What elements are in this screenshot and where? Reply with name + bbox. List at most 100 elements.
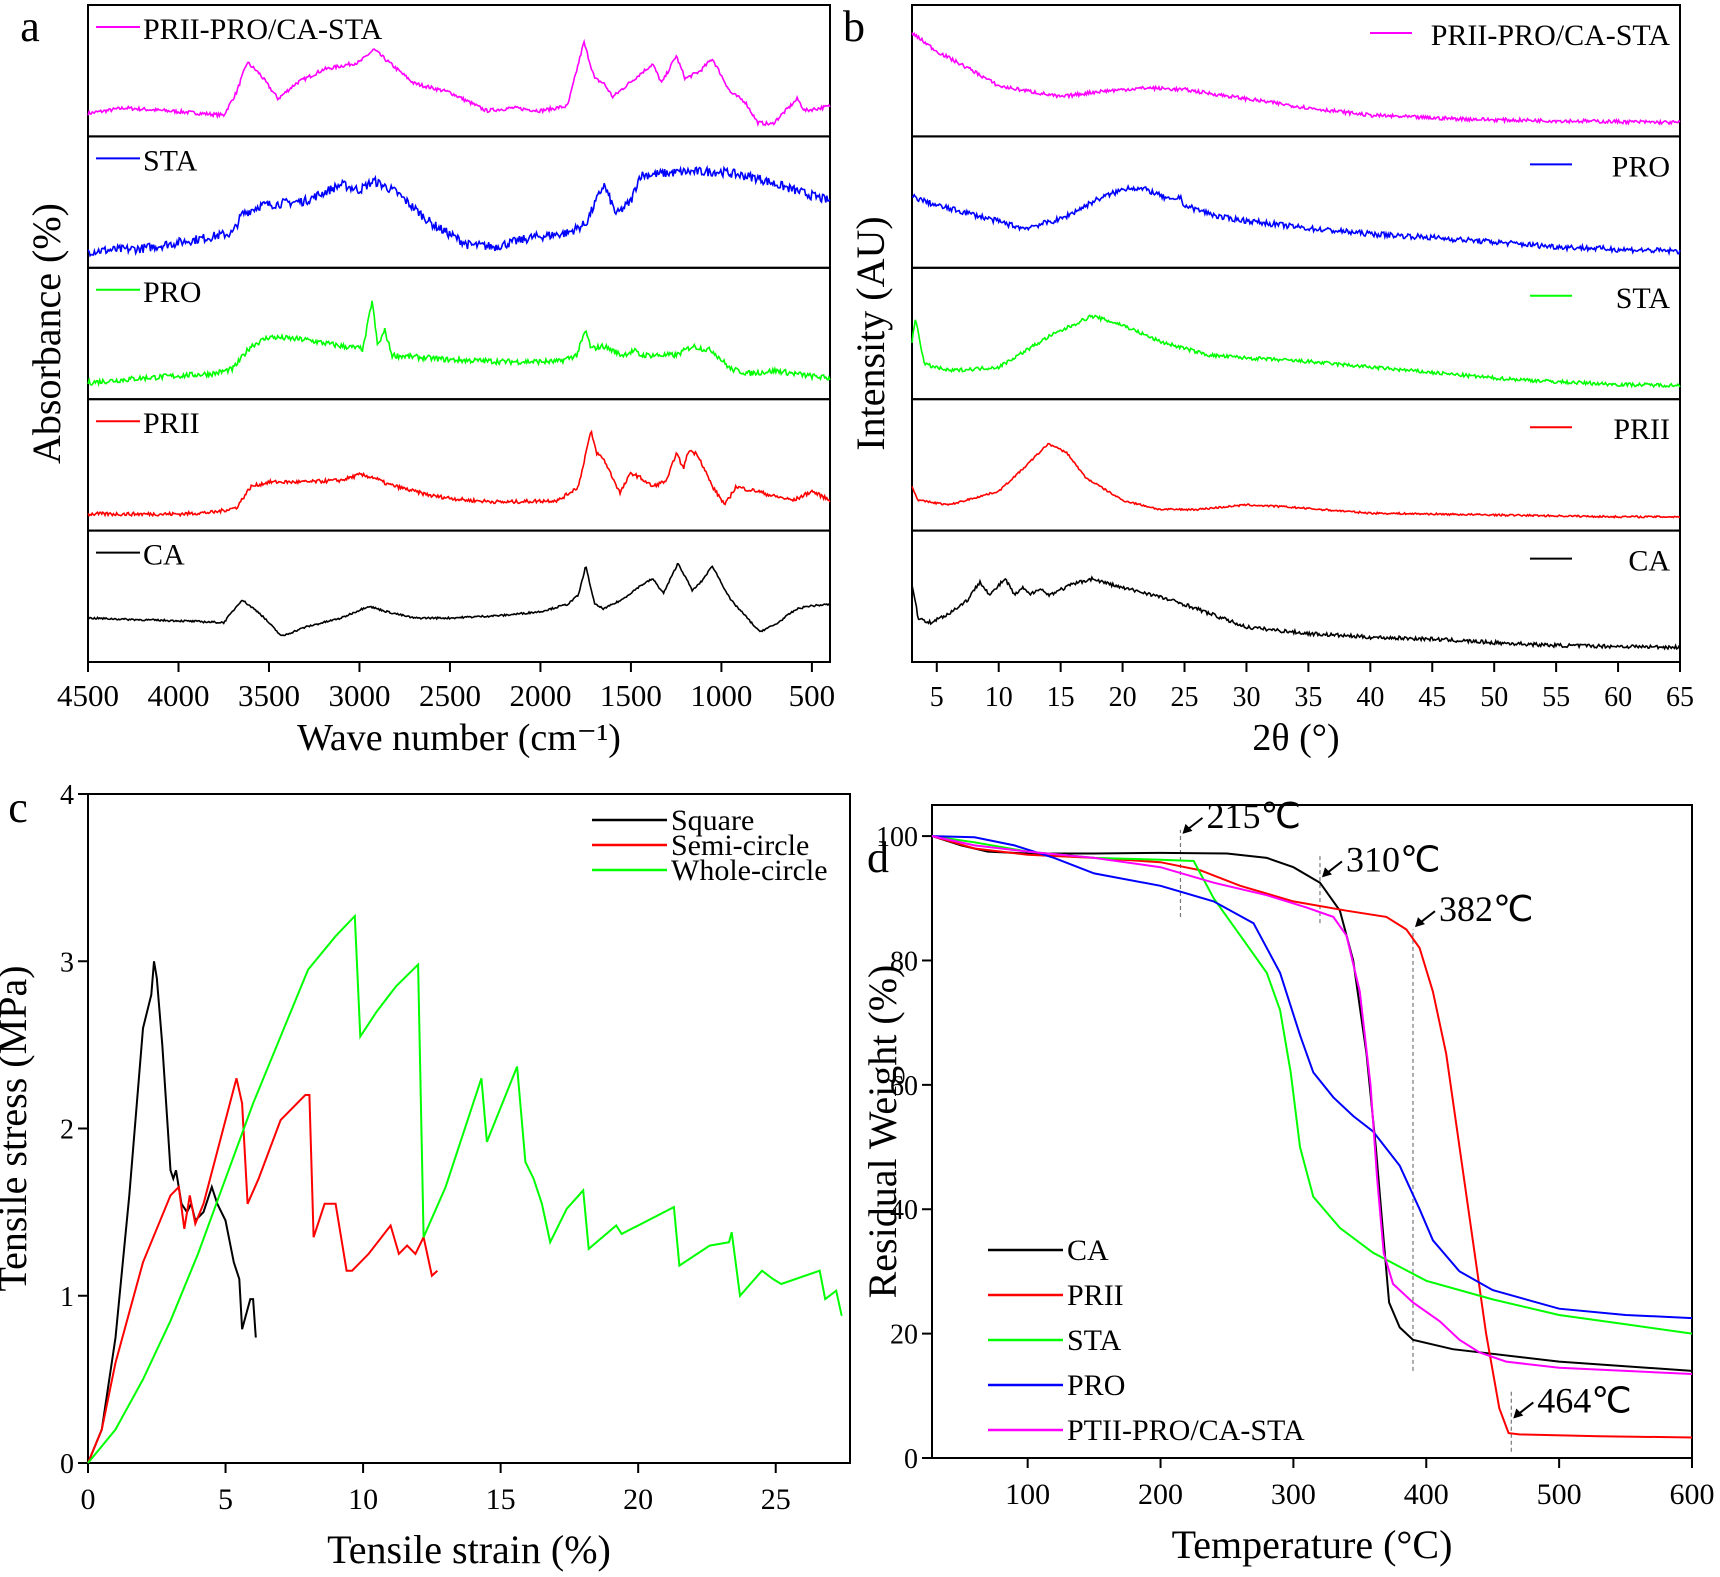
series-line-sta bbox=[931, 835, 1693, 1335]
series-label: CA bbox=[143, 539, 185, 572]
y-tick-label: 1 bbox=[60, 1282, 74, 1313]
x-axis-label: Tensile strain (%) bbox=[327, 1527, 611, 1572]
y-tick-label: 2 bbox=[60, 1115, 74, 1146]
series-label: CA bbox=[1628, 545, 1670, 578]
series-line-ca bbox=[931, 835, 1693, 1372]
x-tick-label: 0 bbox=[81, 1483, 96, 1516]
panel-letter: c bbox=[8, 783, 28, 832]
series-line-pro bbox=[911, 184, 1681, 257]
x-tick-label: 300 bbox=[1271, 1478, 1316, 1511]
x-tick-label: 500 bbox=[789, 678, 836, 713]
y-tick-label: 20 bbox=[890, 1320, 918, 1351]
panel-b: PRII-PRO/CA-STA PRO STA PRII CA 5 10 15 20 25 30 35… bbox=[843, 2, 1694, 759]
arrow-head-icon bbox=[1182, 823, 1193, 834]
x-tick-label: 45 bbox=[1418, 682, 1446, 713]
legend-label: STA bbox=[1067, 1324, 1122, 1357]
x-axis-label: 2θ (°) bbox=[1252, 717, 1339, 759]
series-line-semi-circle bbox=[87, 1078, 439, 1464]
x-tick-label: 25 bbox=[1171, 682, 1199, 713]
x-tick-label: 60 bbox=[1604, 682, 1632, 713]
legend-label: Square bbox=[671, 804, 754, 837]
x-tick-label: 15 bbox=[1047, 682, 1075, 713]
series-line-square bbox=[87, 961, 257, 1464]
series-line-whole-circle bbox=[87, 913, 843, 1464]
legend-label: PRO bbox=[1067, 1369, 1125, 1402]
x-axis-label: Wave number (cm⁻¹) bbox=[297, 717, 621, 759]
x-tick-label: 15 bbox=[486, 1483, 516, 1516]
panel-letter: a bbox=[20, 2, 40, 51]
panel-letter: b bbox=[843, 2, 865, 51]
y-tick-label: 0 bbox=[904, 1444, 918, 1475]
panel-letter: d bbox=[867, 833, 889, 882]
series-label: PRII-PRO/CA-STA bbox=[1431, 19, 1671, 52]
x-tick-label: 1500 bbox=[600, 678, 662, 713]
subplot-frame bbox=[911, 266, 1681, 401]
arrow-head-icon bbox=[1513, 1408, 1524, 1419]
x-tick-label: 200 bbox=[1138, 1478, 1183, 1511]
x-tick-label: 20 bbox=[1109, 682, 1137, 713]
subplot-frame bbox=[87, 135, 831, 269]
series-label: STA bbox=[143, 144, 198, 177]
series-line-ptii-pro-ca-sta bbox=[931, 835, 1693, 1375]
y-tick-label: 40 bbox=[890, 1195, 918, 1226]
series-label: STA bbox=[1616, 282, 1671, 315]
annotation-label: 382℃ bbox=[1439, 889, 1533, 929]
legend-label: Semi-circle bbox=[671, 829, 809, 862]
arrow-head-icon bbox=[1414, 917, 1425, 928]
x-tick-label: 10 bbox=[348, 1483, 378, 1516]
y-tick-label: 4 bbox=[60, 780, 74, 811]
plot-frame bbox=[931, 804, 1693, 1459]
annotation-label: 464℃ bbox=[1537, 1380, 1631, 1420]
x-tick-label: 600 bbox=[1670, 1478, 1715, 1511]
y-tick-label: 3 bbox=[60, 947, 74, 978]
x-tick-label: 65 bbox=[1666, 682, 1694, 713]
x-tick-label: 50 bbox=[1480, 682, 1508, 713]
y-tick-label: 80 bbox=[890, 946, 918, 977]
x-tick-label: 40 bbox=[1356, 682, 1384, 713]
x-tick-label: 500 bbox=[1537, 1478, 1582, 1511]
series-line-prii-pro-ca-sta bbox=[87, 38, 831, 128]
x-tick-label: 1000 bbox=[690, 678, 752, 713]
series-line-prii-pro-ca-sta bbox=[911, 32, 1681, 126]
panel-a: PRII-PRO/CA-STA STA PRO PRII CA 4500 4000 3500 3… bbox=[20, 2, 835, 759]
annotation-label: 310℃ bbox=[1346, 839, 1440, 879]
y-axis-label: Residual Weight (%) bbox=[860, 965, 905, 1299]
y-axis-label: Tensile stress (MPa) bbox=[0, 965, 35, 1291]
y-tick-label: 0 bbox=[60, 1449, 74, 1480]
x-tick-label: 10 bbox=[985, 682, 1013, 713]
x-tick-label: 55 bbox=[1542, 682, 1570, 713]
panel-d: 100 200 300 400 500 600 0 20 40 60 80 100 215℃ 310℃ 38… bbox=[860, 796, 1715, 1567]
x-tick-label: 30 bbox=[1232, 682, 1260, 713]
series-line-prii bbox=[931, 835, 1693, 1439]
x-tick-label: 35 bbox=[1294, 682, 1322, 713]
series-line-pro bbox=[931, 835, 1693, 1320]
panel-c: 0 5 10 15 20 25 0 1 2 3 4 SquareSemi-circleWhole-ci… bbox=[0, 780, 851, 1572]
series-line-prii bbox=[87, 429, 831, 518]
plot-frame bbox=[87, 793, 851, 1464]
x-tick-label: 3500 bbox=[238, 678, 300, 713]
series-line-ca bbox=[911, 575, 1681, 651]
y-tick-label: 60 bbox=[890, 1071, 918, 1102]
series-label: PRO bbox=[143, 276, 201, 309]
x-tick-label: 4000 bbox=[147, 678, 209, 713]
series-label: PRII bbox=[143, 407, 200, 440]
series-line-ca bbox=[87, 562, 831, 637]
x-tick-label: 5 bbox=[930, 682, 944, 713]
series-label: PRII bbox=[1613, 413, 1670, 446]
x-tick-label: 25 bbox=[761, 1483, 791, 1516]
y-axis-label: Absorbance (%) bbox=[24, 203, 69, 464]
series-line-prii bbox=[911, 442, 1681, 519]
x-tick-label: 3000 bbox=[328, 678, 390, 713]
x-tick-label: 100 bbox=[1005, 1478, 1050, 1511]
x-tick-label: 2500 bbox=[419, 678, 481, 713]
y-tick-label: 100 bbox=[876, 822, 918, 853]
x-tick-label: 400 bbox=[1404, 1478, 1449, 1511]
series-label: PRO bbox=[1612, 150, 1670, 183]
x-tick-label: 2000 bbox=[509, 678, 571, 713]
legend-label: PTII-PRO/CA-STA bbox=[1067, 1414, 1305, 1447]
series-line-pro bbox=[87, 300, 831, 388]
subplot-frame bbox=[911, 529, 1681, 663]
legend-label: Whole-circle bbox=[671, 854, 828, 887]
legend-label: PRII bbox=[1067, 1279, 1124, 1312]
